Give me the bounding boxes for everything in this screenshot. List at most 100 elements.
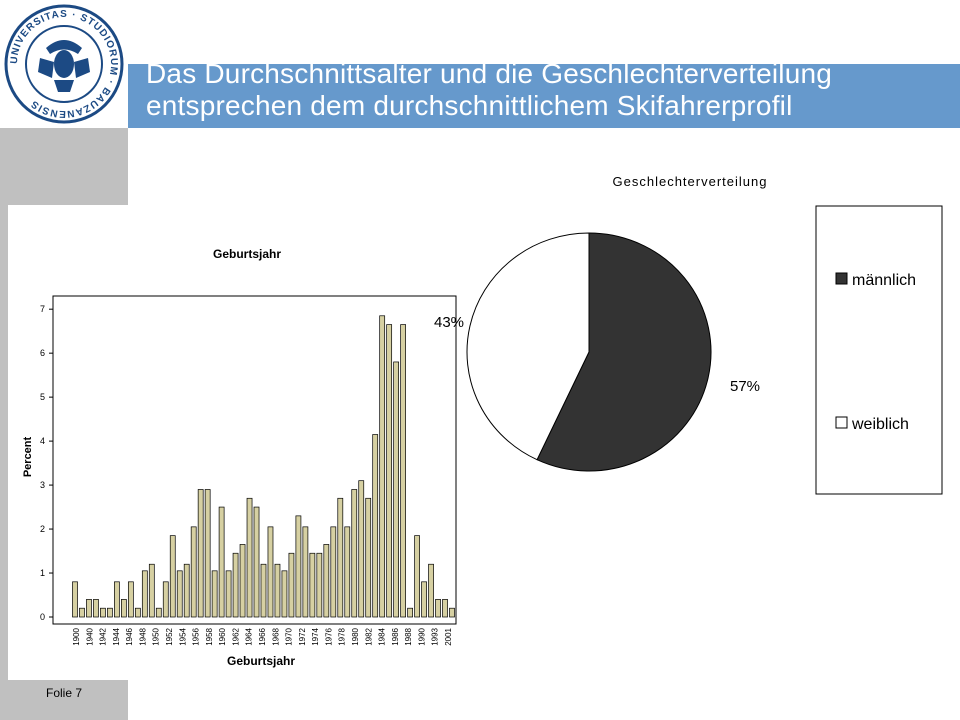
x-tick-label: 1966	[258, 627, 267, 645]
x-tick-label: 1968	[271, 627, 280, 645]
pie-legend-box	[815, 205, 943, 495]
bar	[407, 607, 413, 618]
x-tick-label: 1976	[324, 627, 333, 645]
x-tick-label: 1944	[112, 627, 121, 645]
slide-title-line-2: entsprechen dem durchschnittlichem Skifa…	[146, 90, 793, 121]
bar	[260, 563, 267, 618]
bar	[246, 497, 253, 618]
bar	[72, 581, 78, 618]
x-axis-ticks: 1900 1940 1942 1944 1946 1948 1950 1952 1954 1956…	[72, 627, 453, 645]
bar	[225, 570, 232, 618]
bar	[337, 497, 344, 618]
bar	[114, 581, 120, 618]
x-tick-label: 1964	[245, 627, 254, 645]
bar	[428, 563, 434, 618]
pie-slice-female	[466, 232, 590, 461]
x-tick-label: 1990	[417, 627, 426, 645]
bar	[288, 552, 295, 618]
bar	[281, 570, 288, 618]
x-tick-label: 1956	[192, 627, 201, 645]
bar	[190, 526, 197, 618]
x-axis-label: Geburtsjahr	[227, 654, 295, 668]
pie-slices	[466, 232, 712, 472]
bar	[274, 563, 281, 618]
legend-swatch-female	[835, 416, 848, 429]
bar	[197, 489, 204, 618]
y-tick-label: 5	[40, 392, 45, 402]
x-tick-label: 1974	[311, 627, 320, 645]
legend-swatch-male	[835, 272, 848, 285]
bar	[148, 563, 155, 618]
bar	[107, 607, 113, 618]
bar	[162, 581, 169, 618]
bar	[435, 599, 441, 618]
x-tick-label: 1948	[138, 627, 147, 645]
university-seal-icon: UNIVERSITAS · STUDIORUM · BAUZANENSIS	[4, 4, 124, 124]
legend-label-female: weiblich	[851, 416, 909, 433]
bar	[393, 361, 400, 618]
slide-title-line-1: Das Durchschnittsalter und die Geschlech…	[146, 58, 833, 89]
pie-label-male: 57%	[730, 378, 760, 395]
bar	[155, 607, 162, 618]
bar	[372, 434, 379, 618]
x-tick-label: 1984	[378, 627, 387, 645]
bar	[365, 497, 372, 618]
y-axis: 0 1 2 3 4 5 6 7	[40, 304, 53, 622]
bar	[218, 506, 225, 618]
x-tick-label: 1952	[165, 627, 174, 645]
bar	[330, 526, 337, 618]
y-tick-label: 4	[40, 436, 45, 446]
bar	[79, 607, 85, 618]
x-tick-label: 1970	[285, 627, 294, 645]
x-tick-label: 1954	[178, 627, 187, 645]
y-tick-label: 3	[40, 480, 45, 490]
legend-label-male: männlich	[852, 272, 916, 289]
bar	[93, 599, 99, 618]
bar	[176, 570, 183, 618]
y-tick-label: 2	[40, 524, 45, 534]
bar	[267, 526, 274, 618]
y-tick-label: 1	[40, 568, 45, 578]
bar	[232, 552, 239, 618]
y-tick-label: 7	[40, 304, 45, 314]
bar	[358, 480, 365, 618]
x-tick-label: 1900	[72, 627, 81, 645]
bar	[386, 324, 393, 618]
x-tick-label: 1978	[338, 627, 347, 645]
x-tick-label: 1972	[298, 627, 307, 645]
bar	[421, 581, 427, 618]
bar	[239, 544, 246, 618]
bar	[86, 599, 92, 618]
bar	[141, 570, 148, 618]
pie-label-female: 43%	[434, 314, 464, 331]
bar	[379, 315, 386, 618]
bar	[414, 535, 420, 618]
bar	[127, 581, 134, 618]
x-tick-label: 1950	[152, 627, 161, 645]
pie-chart-title: Geschlechterverteilung	[613, 174, 768, 189]
bar	[169, 535, 176, 618]
bar	[295, 515, 302, 618]
bar	[204, 489, 211, 618]
y-tick-label: 6	[40, 348, 45, 358]
x-tick-label: 1988	[404, 627, 413, 645]
bar	[449, 607, 455, 618]
x-tick-label: 1958	[205, 627, 214, 645]
x-tick-label: 1960	[218, 627, 227, 645]
bar	[253, 506, 260, 618]
bar	[351, 489, 358, 618]
bar	[323, 544, 330, 618]
bar	[100, 607, 106, 618]
x-tick-label: 2001	[444, 627, 453, 645]
slide-title: Das Durchschnittsalter und die Geschlech…	[146, 58, 946, 126]
bar	[309, 552, 316, 618]
bar-series	[72, 315, 455, 618]
y-axis-label: Percent	[22, 436, 34, 477]
x-tick-label: 1940	[85, 627, 94, 645]
y-tick-label: 0	[40, 612, 45, 622]
bar	[211, 570, 218, 618]
bar	[400, 324, 406, 618]
bar	[316, 552, 323, 618]
bar	[183, 563, 190, 618]
